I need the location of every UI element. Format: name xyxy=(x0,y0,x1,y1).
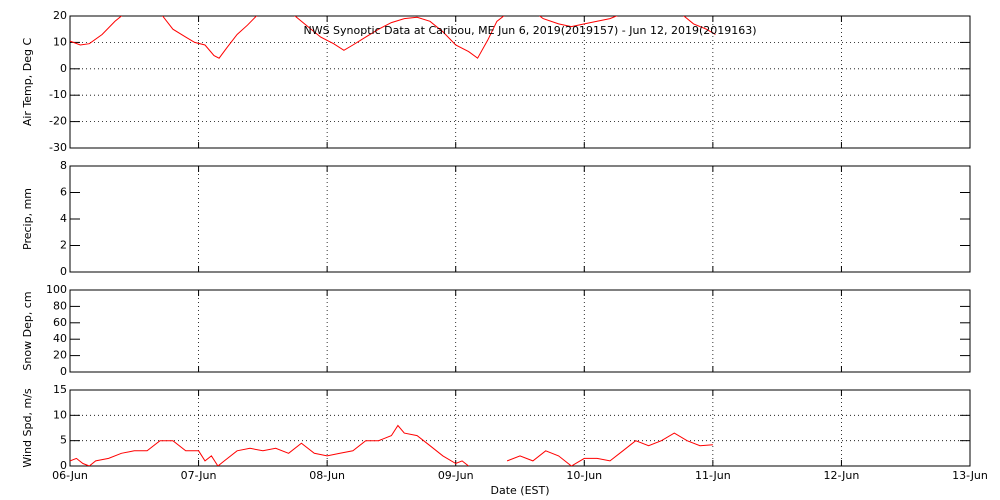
x-tick-label: 07-Jun xyxy=(181,469,217,482)
data-line xyxy=(70,424,713,466)
y-axis-label: Air Temp, Deg C xyxy=(21,38,34,127)
y-tick-label: 8 xyxy=(60,159,67,172)
y-tick-label: 6 xyxy=(60,186,67,199)
y-tick-label: 100 xyxy=(46,283,67,296)
x-tick-label: 08-Jun xyxy=(309,469,345,482)
y-tick-label: 20 xyxy=(53,9,67,22)
y-tick-label: 40 xyxy=(53,332,67,345)
data-line xyxy=(70,16,716,59)
y-tick-label: 4 xyxy=(60,212,67,225)
y-tick-label: 20 xyxy=(53,349,67,362)
plot-frame xyxy=(69,15,971,149)
x-tick-label: 06-Jun xyxy=(52,469,88,482)
y-axis-label: Snow Dep, cm xyxy=(21,291,34,370)
y-axis-label: Wind Spd, m/s xyxy=(21,388,34,468)
plot-frame xyxy=(69,165,971,273)
y-tick-label: 0 xyxy=(60,365,67,378)
plot-frame xyxy=(69,389,971,467)
y-tick-label: 10 xyxy=(53,408,67,421)
y-tick-label: 5 xyxy=(60,434,67,447)
x-tick-label: 12-Jun xyxy=(824,469,860,482)
y-tick-label: 80 xyxy=(53,299,67,312)
y-axis-label: Precip, mm xyxy=(21,188,34,250)
x-tick-label: 13-Jun xyxy=(952,469,988,482)
x-tick-label: 10-Jun xyxy=(566,469,602,482)
x-tick-label: 11-Jun xyxy=(695,469,731,482)
plot-frame xyxy=(69,289,971,373)
y-tick-label: 15 xyxy=(53,383,67,396)
chart-title: NWS Synoptic Data at Caribou, ME Jun 6, … xyxy=(303,24,756,37)
y-tick-label: 0 xyxy=(60,459,67,472)
y-tick-label: -10 xyxy=(49,88,67,101)
y-tick-label: 2 xyxy=(60,239,67,252)
y-tick-label: -30 xyxy=(49,141,67,154)
x-tick-label: 09-Jun xyxy=(438,469,474,482)
y-tick-label: 60 xyxy=(53,316,67,329)
y-tick-label: 0 xyxy=(60,62,67,75)
y-tick-label: 0 xyxy=(60,265,67,278)
x-axis-label: Date (EST) xyxy=(490,484,549,497)
y-tick-label: 10 xyxy=(53,35,67,48)
y-tick-label: -20 xyxy=(49,115,67,128)
